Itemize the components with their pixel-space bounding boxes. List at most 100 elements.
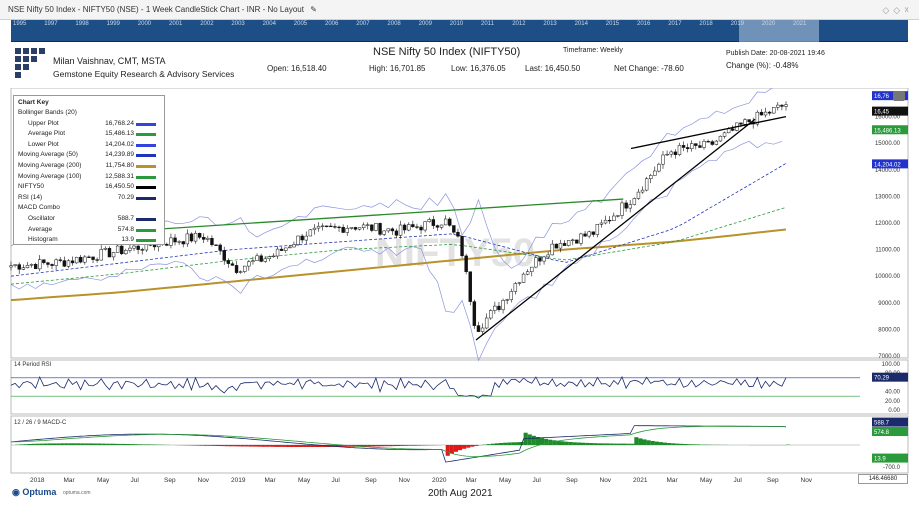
timeline-year-label[interactable]: 2002: [200, 21, 214, 27]
candle-body: [755, 111, 760, 125]
macd-histogram-bar: [199, 445, 204, 446]
chart-key-value: 14,204.02: [105, 140, 134, 148]
candle-body: [505, 299, 509, 301]
macd-tag-average: 574.8: [874, 430, 890, 436]
candle-body: [714, 140, 719, 145]
candle-body: [124, 250, 128, 255]
chart-header: Milan Vaishnav, CMT, MSTA Gemstone Equit…: [11, 44, 908, 88]
candle-body: [776, 104, 780, 108]
candle-body: [230, 263, 235, 266]
candle-body: [603, 219, 608, 224]
candle-body: [386, 228, 390, 232]
candle-body: [607, 219, 612, 222]
macd-histogram-bar: [47, 443, 52, 445]
net-change: Net Change: -78.60: [614, 64, 684, 73]
candle-body: [87, 256, 91, 258]
lock-icon[interactable]: [893, 91, 905, 101]
window-controls[interactable]: ◇◇☓: [882, 5, 913, 15]
timeline-year-label[interactable]: 1995: [13, 21, 27, 27]
timeline-year-label[interactable]: 1998: [75, 21, 89, 27]
timeline-year-label[interactable]: 2017: [668, 21, 682, 27]
chart-canvas[interactable]: NIFTY50 16000.00 15000.00 14000.00 13000.00 1…: [0, 88, 919, 484]
macd-histogram-bar: [80, 443, 85, 445]
macd-histogram-bar: [564, 441, 569, 445]
macd-histogram-bar: [109, 443, 114, 445]
macd-histogram-bar: [630, 443, 635, 445]
candle-body: [197, 233, 202, 238]
timeline-year-label[interactable]: 2020: [761, 21, 776, 27]
candle-body: [353, 227, 358, 230]
timeline-year-label[interactable]: 2001: [169, 21, 183, 27]
timeline-year-label[interactable]: 2016: [637, 21, 651, 27]
x-axis-tick: May: [298, 477, 311, 484]
pencil-icon[interactable]: ✎: [310, 5, 317, 14]
timeline-selection[interactable]: [739, 20, 819, 42]
price-axis-tick: 14000.00: [875, 168, 901, 174]
timeline-year-label[interactable]: 2012: [512, 21, 526, 27]
timeline-year-label[interactable]: 2014: [574, 21, 588, 27]
timeline-year-label[interactable]: 2009: [418, 21, 432, 27]
candle-body: [472, 301, 477, 326]
candle-body: [222, 250, 226, 261]
timeline-year-label[interactable]: 2011: [481, 21, 494, 27]
macd-histogram-bar: [490, 443, 495, 445]
candle-body: [587, 231, 591, 237]
rsi-panel-label: 14 Period RSI: [14, 362, 52, 368]
chart-title: NSE Nifty 50 Index (NIFTY50): [373, 46, 521, 58]
macd-histogram-bar: [84, 443, 89, 445]
candle-body: [21, 267, 26, 270]
macd-histogram-bar: [687, 444, 692, 445]
candle-body: [202, 237, 206, 240]
macd-histogram-bar: [19, 444, 24, 445]
candle-body: [628, 204, 632, 209]
macd-panel-label: 12 / 26 / 9 MACD-C: [14, 420, 67, 426]
candle-body: [554, 243, 559, 249]
candle-body: [193, 233, 198, 242]
candle-body: [128, 247, 132, 251]
candle-body: [374, 223, 378, 231]
candle-body: [452, 225, 456, 233]
timeline-year-label[interactable]: 2013: [543, 21, 557, 27]
ma50-line: [10, 163, 787, 277]
macd-histogram-bar: [412, 445, 417, 446]
timeline-year-label[interactable]: 2018: [699, 21, 713, 27]
macd-histogram-bar: [35, 443, 40, 445]
timeline-year-label[interactable]: 1997: [44, 21, 58, 27]
year-timeline-scroller[interactable]: 1995 1997 1998 1999 2000 2001 2002 2003 2004 2005…: [11, 20, 908, 42]
candle-body: [772, 107, 776, 114]
macd-histogram-bar: [43, 443, 48, 445]
candle-body: [402, 224, 407, 231]
macd-histogram-bar: [494, 443, 499, 445]
macd-histogram-bar: [408, 445, 413, 446]
macd-histogram-bar: [417, 445, 422, 446]
timeline-year-label[interactable]: 2004: [262, 21, 276, 27]
timeline-year-label[interactable]: 2010: [449, 21, 464, 27]
candle-body: [189, 233, 194, 242]
candle-body: [42, 259, 46, 263]
logo-block: [23, 64, 29, 70]
chart-key-swatch: [136, 175, 156, 179]
timeline-year-label[interactable]: 2021: [793, 21, 807, 27]
timeline-year-label[interactable]: 2003: [231, 21, 245, 27]
price-tag-average-bg: [872, 125, 908, 135]
timeline-year-label[interactable]: 2019: [730, 21, 744, 27]
macd-histogram-bar: [27, 444, 32, 445]
timeline-year-label[interactable]: 2015: [605, 21, 620, 27]
macd-histogram-bar: [663, 442, 668, 445]
candle-body: [649, 175, 653, 179]
macd-histogram-bar: [334, 445, 339, 447]
timeline-year-label[interactable]: 2005: [293, 21, 308, 27]
timeline-year-label[interactable]: 1999: [106, 21, 120, 27]
macd-histogram-bar: [293, 445, 298, 447]
candle-body: [673, 151, 678, 155]
timeline-year-label[interactable]: 2006: [325, 21, 339, 27]
timeline-year-label[interactable]: 2008: [387, 21, 401, 27]
price-axis-tick: 7000.00: [878, 354, 900, 360]
macd-histogram-bar: [568, 442, 573, 445]
candle-body: [38, 259, 42, 270]
timeline-year-label[interactable]: 2000: [137, 21, 152, 27]
price-tag-lower-bg: [872, 159, 908, 169]
candle-body: [210, 238, 214, 246]
timeline-year-label[interactable]: 2007: [356, 21, 370, 27]
macd-histogram-bar: [466, 445, 471, 448]
